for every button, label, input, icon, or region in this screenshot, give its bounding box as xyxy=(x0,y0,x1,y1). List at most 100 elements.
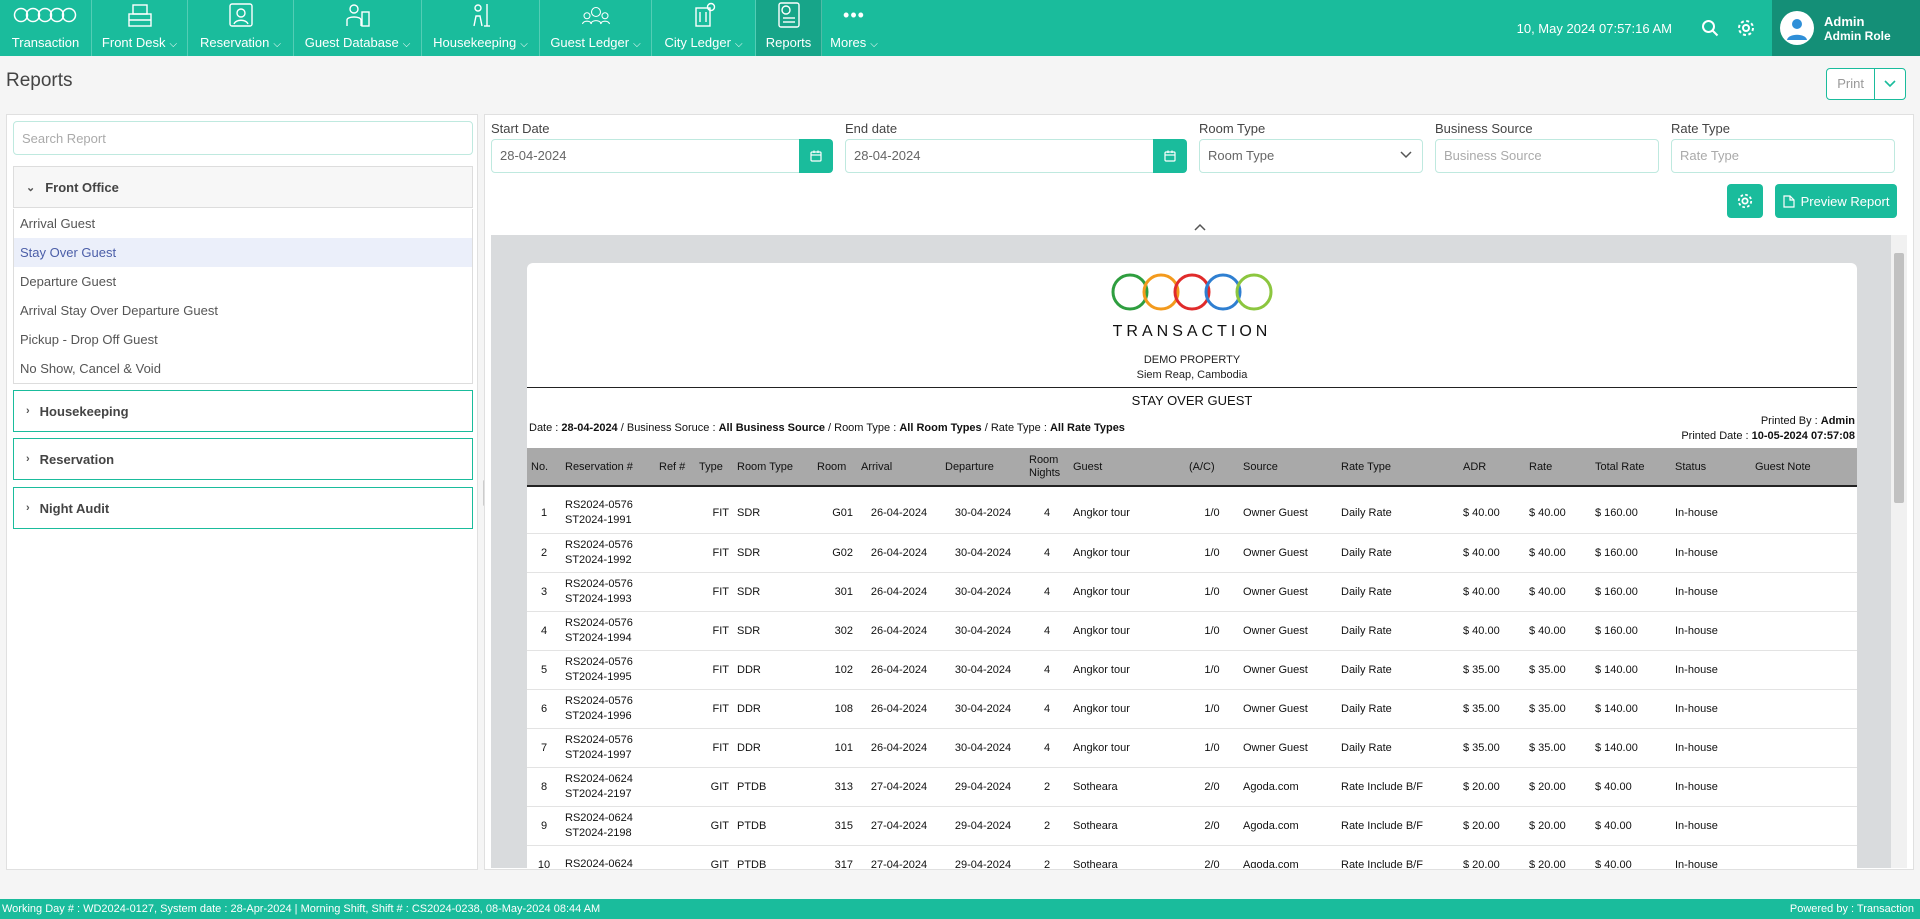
nav-label: Mores xyxy=(830,35,867,50)
table-cell: In-house xyxy=(1671,806,1751,846)
business-source-field[interactable]: Business Source xyxy=(1435,139,1659,173)
group-housekeeping[interactable]: › Housekeeping xyxy=(13,390,473,432)
table-cell: $ 40.00 xyxy=(1459,572,1525,612)
table-cell: 2 xyxy=(1025,806,1069,846)
search-report-input[interactable] xyxy=(13,121,473,155)
vertical-scrollbar[interactable] xyxy=(1891,235,1907,868)
list-item[interactable]: No Show, Cancel & Void xyxy=(20,361,161,376)
column-header: Ref # xyxy=(655,448,695,487)
end-date-field[interactable]: 28-04-2024 xyxy=(845,139,1155,173)
reservation-cell: RS2024-0576 ST2024-1994 xyxy=(561,611,655,651)
table-cell: 301 xyxy=(813,572,857,612)
avatar xyxy=(1780,11,1814,45)
status-bar: Working Day # : WD2024-0127, System date… xyxy=(0,899,1920,919)
gear-icon[interactable] xyxy=(1728,19,1764,37)
table-cell xyxy=(1751,767,1857,807)
column-header: Room Nights xyxy=(1025,448,1069,487)
chevron-down-icon[interactable] xyxy=(1875,69,1905,99)
table-row: 5 RS2024-0576 ST2024-1995 FIT DDR 102 26-04-20… xyxy=(527,650,1857,690)
table-cell: SDR xyxy=(733,572,813,612)
table-cell: PTDB xyxy=(733,845,813,868)
group-reservation[interactable]: › Reservation xyxy=(13,438,473,480)
top-right-area: 10, May 2024 07:57:16 AM Admin Admin Rol… xyxy=(1517,0,1920,56)
stay-number: ST2024-1997 xyxy=(565,748,632,761)
nav-guest-database[interactable]: Guest Database ⌵ xyxy=(294,0,422,56)
table-cell: $ 40.00 xyxy=(1459,611,1525,651)
room-type-select[interactable]: Room Type xyxy=(1199,139,1423,173)
start-date-field[interactable]: 28-04-2024 xyxy=(491,139,801,173)
table-cell: 26-04-2024 xyxy=(857,572,941,612)
table-cell: 4 xyxy=(1025,611,1069,651)
table-cell: DDR xyxy=(733,650,813,690)
table-cell xyxy=(655,728,695,768)
table-cell: 4 xyxy=(1025,650,1069,690)
group-front-office[interactable]: ⌄ Front Office xyxy=(13,166,473,208)
collapse-filters-icon[interactable] xyxy=(1194,220,1206,234)
table-cell xyxy=(655,494,695,534)
nav-city-ledger[interactable]: City Ledger ⌵ xyxy=(652,0,756,56)
reservation-number: RS2024-0576 xyxy=(565,733,633,746)
table-row: 8 RS2024-0624 ST2024-2197 GIT PTDB 313 27-04-2… xyxy=(527,767,1857,807)
chevron-down-icon: ⌵ xyxy=(402,39,411,50)
scrollbar-thumb[interactable] xyxy=(1894,253,1904,503)
table-cell: 29-04-2024 xyxy=(941,845,1025,868)
list-item[interactable]: Pickup - Drop Off Guest xyxy=(20,332,158,347)
nav-housekeeping[interactable]: Housekeeping ⌵ xyxy=(422,0,540,56)
table-cell: $ 20.00 xyxy=(1459,806,1525,846)
table-cell: 26-04-2024 xyxy=(857,728,941,768)
more-dots-icon: ••• xyxy=(843,4,865,25)
list-item[interactable]: Stay Over Guest xyxy=(14,238,472,267)
user-menu[interactable]: Admin Admin Role xyxy=(1772,0,1920,56)
group-night-audit[interactable]: › Night Audit xyxy=(13,487,473,529)
nav-guest-ledger[interactable]: Guest Ledger ⌵ xyxy=(540,0,652,56)
printed-by: Printed By : Admin xyxy=(1761,415,1855,427)
nav-transaction[interactable]: Transaction xyxy=(0,0,92,56)
column-header: Source xyxy=(1239,448,1337,487)
calendar-icon[interactable] xyxy=(799,139,833,173)
report-settings-button[interactable] xyxy=(1727,184,1763,218)
table-cell: 3 xyxy=(527,572,561,612)
column-header: Total Rate xyxy=(1591,448,1671,487)
search-icon[interactable] xyxy=(1692,19,1728,37)
list-item[interactable]: Arrival Guest xyxy=(20,216,96,231)
nav-reservation[interactable]: Reservation ⌵ xyxy=(188,0,294,56)
column-header: Status xyxy=(1671,448,1751,487)
table-cell: 4 xyxy=(1025,494,1069,534)
stay-number: ST2024-1995 xyxy=(565,670,632,683)
reservation-cell: RS2024-0576 ST2024-1996 xyxy=(561,689,655,729)
table-cell xyxy=(1751,494,1857,534)
group-label: Front Office xyxy=(45,179,119,195)
table-cell: 26-04-2024 xyxy=(857,533,941,573)
table-cell: 2/0 xyxy=(1185,845,1239,868)
table-cell: $ 40.00 xyxy=(1459,494,1525,534)
print-button[interactable]: Print xyxy=(1827,69,1875,99)
calendar-icon[interactable] xyxy=(1153,139,1187,173)
nav-front-desk[interactable]: Front Desk ⌵ xyxy=(92,0,188,56)
city-ledger-icon xyxy=(689,1,719,29)
table-cell: 102 xyxy=(813,650,857,690)
nav-label: Housekeeping xyxy=(433,35,517,50)
stay-number: ST2024-2197 xyxy=(565,787,632,800)
table-cell: FIT xyxy=(695,494,733,534)
list-item[interactable]: Departure Guest xyxy=(20,274,117,289)
nav-label: Guest Database xyxy=(304,35,399,50)
table-cell: 27-04-2024 xyxy=(857,767,941,807)
rate-type-field[interactable]: Rate Type xyxy=(1671,139,1895,173)
table-cell: 10 xyxy=(527,845,561,868)
table-cell xyxy=(1751,650,1857,690)
nav-mores[interactable]: ••• Mores ⌵ xyxy=(822,0,886,56)
table-cell: 26-04-2024 xyxy=(857,689,941,729)
table-cell: $ 140.00 xyxy=(1591,650,1671,690)
table-cell: PTDB xyxy=(733,806,813,846)
report-page: TRANSACTION DEMO PROPERTY Siem Reap, Cam… xyxy=(527,263,1857,868)
table-row: 10 RS2024-0624 GIT PTDB 317 27-04-2024 29-04-2… xyxy=(527,845,1857,868)
chevron-right-icon: › xyxy=(26,405,30,417)
list-item[interactable]: Arrival Stay Over Departure Guest xyxy=(20,303,218,318)
table-cell: 4 xyxy=(527,611,561,651)
nav-reports[interactable]: Reports xyxy=(756,0,822,56)
table-cell: In-house xyxy=(1671,533,1751,573)
table-cell xyxy=(1751,728,1857,768)
preview-report-button[interactable]: Preview Report xyxy=(1775,184,1897,218)
table-cell: Agoda.com xyxy=(1239,806,1337,846)
table-cell: Owner Guest xyxy=(1239,650,1337,690)
